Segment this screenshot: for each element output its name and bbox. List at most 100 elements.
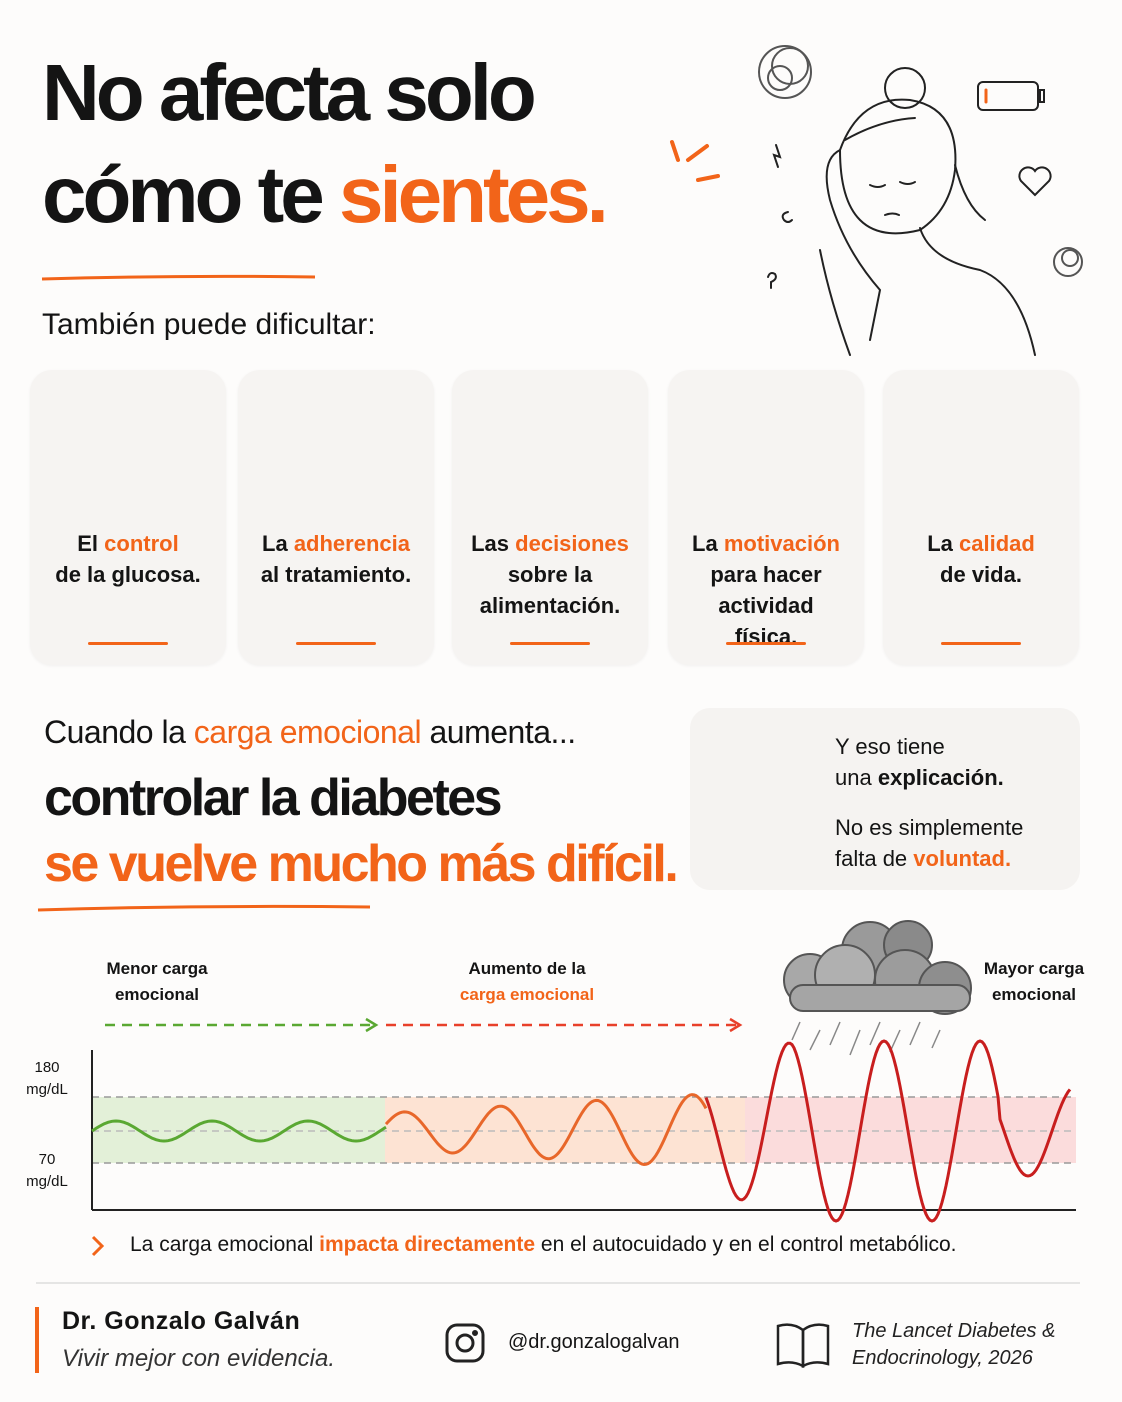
stage-label: Menor carga emocional	[106, 959, 208, 1004]
card: La calidad de vida.	[883, 370, 1079, 665]
card: La adherencia al tratamiento.	[238, 370, 434, 665]
card-line-1: La motivación	[678, 528, 854, 559]
arrow-head	[365, 1017, 379, 1033]
emotional-intro: Cuando la carga emocional aumenta...	[44, 714, 576, 751]
explanation-text: falta de voluntad.	[835, 843, 1011, 874]
woman-illustration	[954, 164, 986, 221]
woman-illustration	[1061, 249, 1079, 267]
storm-cloud	[791, 1021, 941, 1056]
card-text-after: sobre la alimentación.	[479, 562, 621, 618]
arrow-head	[729, 1017, 743, 1033]
storm-cloud	[791, 1021, 801, 1041]
woman-illustration	[1053, 247, 1083, 277]
card-text-after: para hacer actividad física.	[710, 562, 822, 649]
woman-illustration	[781, 211, 793, 223]
woman-illustration	[819, 249, 851, 356]
card-highlight: motivación	[723, 531, 840, 556]
book-icon	[801, 1323, 830, 1369]
instagram-icon	[445, 1323, 485, 1363]
woman-illustration	[844, 117, 916, 141]
instagram-icon	[445, 1323, 485, 1363]
storm-cloud	[869, 1021, 881, 1046]
card-underline	[941, 642, 1021, 645]
storm-cloud	[783, 920, 972, 1056]
explanation-text: No es simplemente	[835, 815, 1024, 840]
storm-cloud	[829, 1021, 841, 1046]
card-text: El control de la glucosa.	[40, 528, 216, 590]
title-underline	[41, 274, 316, 281]
range-lines	[92, 1096, 1076, 1164]
card-text: La calidad de vida.	[893, 528, 1069, 590]
footer-accent	[35, 1307, 39, 1373]
stage-label: Mayor carga emocional	[983, 959, 1085, 1004]
explanation-word: falta de	[835, 846, 908, 871]
storm-cloud	[789, 984, 971, 1012]
card-line-1: La calidad	[893, 528, 1069, 559]
stage-text: Aumento de la	[468, 959, 586, 978]
note-chevron	[91, 1235, 105, 1257]
storm-cloud	[809, 1029, 821, 1051]
card-highlight: decisiones	[515, 531, 629, 556]
card: La motivación para hacer actividad física…	[668, 370, 864, 665]
glucose-wave-mid	[384, 1093, 708, 1167]
woman-illustration	[767, 272, 777, 289]
woman-illustration	[1039, 89, 1045, 103]
source: The Lancet Diabetes & Endocrinology, 202…	[852, 1320, 1056, 1369]
instagram-icon	[472, 1330, 478, 1336]
instagram-icon	[455, 1333, 475, 1353]
axis-unit: mg/dL	[26, 1081, 68, 1098]
woman-illustration	[899, 181, 916, 185]
emphasis-strokes	[696, 174, 720, 182]
subtitle: También puede dificultar:	[42, 308, 376, 341]
woman-illustration	[977, 81, 1039, 111]
woman-illustration	[758, 45, 1083, 356]
explanation-box: Y eso tiene una explicación. No es simpl…	[690, 708, 1080, 890]
emphasis-strokes	[670, 140, 720, 182]
emotional-headline: controlar la diabetes	[44, 769, 503, 827]
lower-limit-label: 70 mg/dL	[17, 1149, 77, 1193]
card-text-before: Las	[471, 531, 510, 556]
author: Dr. Gonzalo Galván	[62, 1307, 301, 1335]
title: No afecta solo cómo te sientes.	[42, 42, 609, 246]
card-text: La adherencia al tratamiento.	[248, 528, 424, 590]
card-line-1: La adherencia	[248, 528, 424, 559]
explanation-bold: explicación.	[877, 765, 1004, 790]
card-underline	[296, 642, 376, 645]
card-text-before: La	[692, 531, 718, 556]
book-icon	[776, 1323, 830, 1369]
card-text-before: El	[77, 531, 99, 556]
card-underline	[88, 642, 168, 645]
woman-illustration	[838, 98, 957, 235]
tagline: Vivir mejor con evidencia.	[62, 1345, 336, 1372]
card-text-before: La	[262, 531, 288, 556]
section-underline	[37, 904, 371, 912]
woman-illustration	[869, 184, 886, 188]
intro-highlight: carga emocional	[193, 714, 422, 750]
book-icon	[776, 1323, 805, 1369]
card-text-after: de la glucosa.	[55, 562, 201, 587]
explanation-highlight: voluntad.	[913, 846, 1012, 871]
card-highlight: control	[104, 531, 179, 556]
title-text: cómo te	[42, 150, 325, 239]
card-highlight: calidad	[959, 531, 1035, 556]
woman-illustration	[758, 45, 812, 99]
card-text: La motivación para hacer actividad física…	[678, 528, 854, 652]
note-text: La carga emocional	[130, 1233, 314, 1256]
card-line-1: El control	[40, 528, 216, 559]
social-handle: @dr.gonzalogalvan	[508, 1331, 680, 1353]
woman-illustration	[884, 212, 900, 216]
woman-illustration	[772, 144, 782, 168]
stage-highlight: carga emocional	[459, 985, 595, 1004]
stage-label: Aumento de la carga emocional	[427, 956, 627, 1008]
card: El control de la glucosa.	[30, 370, 226, 665]
card-text: Las decisiones sobre la alimentación.	[462, 528, 638, 621]
title-line: cómo te sientes.	[42, 144, 609, 246]
woman-illustration	[825, 149, 882, 341]
note-highlight: impacta directamente	[319, 1233, 536, 1256]
card-underline	[510, 642, 590, 645]
card-text-after: de vida.	[940, 562, 1022, 587]
upper-limit-label: 180 mg/dL	[17, 1057, 77, 1101]
